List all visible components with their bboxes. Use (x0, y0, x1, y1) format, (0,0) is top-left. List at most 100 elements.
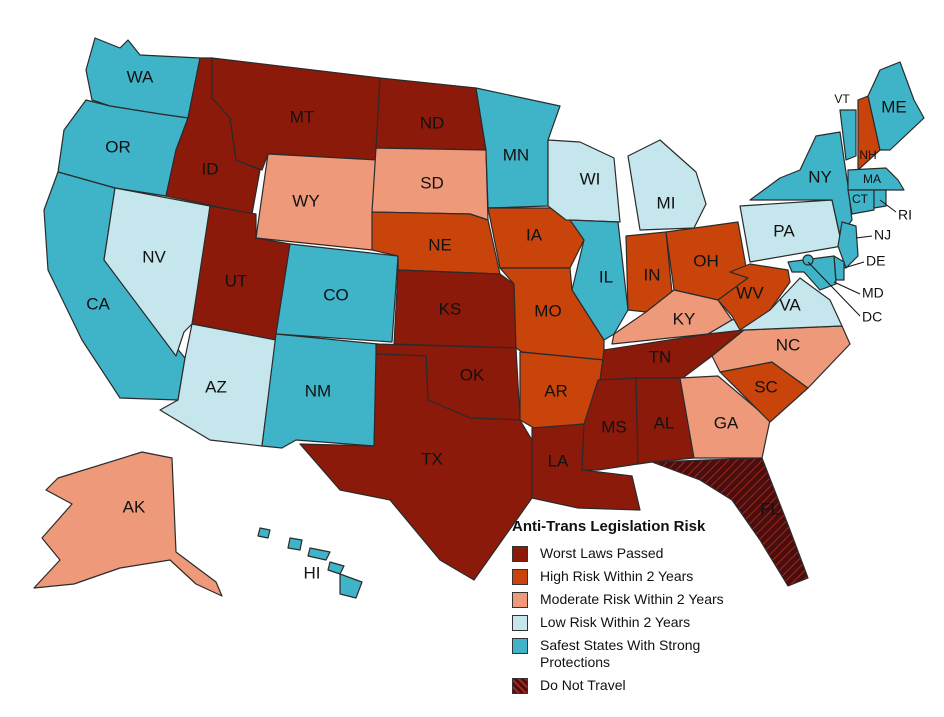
label-CA: CA (86, 294, 110, 313)
state-IL[interactable] (569, 219, 629, 341)
label-ID: ID (202, 159, 219, 178)
state-WI[interactable] (547, 139, 621, 223)
legend-item-high: High Risk Within 2 Years (512, 568, 772, 585)
label-NM: NM (305, 381, 331, 400)
label-OR: OR (105, 137, 131, 156)
label-UT: UT (225, 271, 248, 290)
state-VT[interactable] (839, 109, 857, 161)
label-KY: KY (673, 309, 696, 328)
label-MN: MN (503, 145, 529, 164)
label-RI: RI (898, 207, 912, 223)
label-ME: ME (881, 97, 907, 116)
label-WV: WV (736, 283, 764, 302)
label-WI: WI (580, 169, 601, 188)
state-labels: WA OR CA NV ID MT WY UT AZ CO NM ND SD N… (86, 67, 912, 582)
state-NJ[interactable] (837, 221, 859, 269)
label-FL: FL (760, 499, 780, 518)
label-MT: MT (290, 107, 315, 126)
state-TX[interactable] (299, 353, 533, 581)
state-ME[interactable] (867, 61, 925, 151)
state-CT[interactable] (847, 189, 875, 215)
legend-item-donot: Do Not Travel (512, 677, 772, 694)
legend-label: Worst Laws Passed (540, 545, 664, 561)
state-MI[interactable] (627, 139, 707, 231)
label-AK: AK (123, 497, 146, 516)
label-CT: CT (852, 192, 869, 206)
legend-swatch-moderate (512, 592, 528, 608)
legend-item-moderate: Moderate Risk Within 2 Years (512, 591, 772, 608)
state-MD[interactable] (787, 255, 837, 291)
label-IL: IL (599, 267, 613, 286)
label-IA: IA (526, 225, 543, 244)
legend-swatch-worst (512, 546, 528, 562)
label-NE: NE (428, 235, 452, 254)
label-VT: VT (834, 92, 850, 106)
label-MD: MD (862, 285, 884, 301)
label-leaders (807, 199, 897, 317)
legend-label: Moderate Risk Within 2 Years (540, 591, 724, 607)
legend-item-worst: Worst Laws Passed (512, 545, 772, 562)
label-SD: SD (420, 173, 444, 192)
state-FL[interactable] (651, 457, 809, 587)
label-AL: AL (654, 413, 675, 432)
label-TX: TX (421, 449, 443, 468)
label-OH: OH (693, 251, 719, 270)
legend-item-low: Low Risk Within 2 Years (512, 614, 772, 631)
legend-swatch-high (512, 569, 528, 585)
state-NY[interactable] (749, 131, 853, 237)
label-KS: KS (439, 299, 462, 318)
label-GA: GA (714, 413, 739, 432)
label-DE: DE (866, 253, 885, 269)
label-NH: NH (859, 148, 876, 162)
leader-NJ (855, 235, 873, 239)
label-ND: ND (420, 113, 445, 132)
legend-label: High Risk Within 2 Years (540, 568, 694, 584)
label-PA: PA (773, 221, 795, 240)
label-AR: AR (544, 381, 568, 400)
state-KY[interactable] (611, 289, 733, 345)
state-AK[interactable] (33, 451, 223, 597)
label-NC: NC (776, 335, 801, 354)
legend-swatch-low (512, 615, 528, 631)
label-WA: WA (127, 67, 154, 86)
label-IN: IN (644, 265, 661, 284)
label-WY: WY (292, 191, 319, 210)
label-HI: HI (304, 563, 321, 582)
leader-RI (879, 199, 897, 213)
label-AZ: AZ (205, 377, 227, 396)
label-OK: OK (460, 365, 485, 384)
legend: Anti-Trans Legislation Risk Worst Laws P… (512, 518, 772, 700)
leader-DC (807, 261, 861, 317)
label-VA: VA (779, 295, 801, 314)
label-NV: NV (142, 247, 166, 266)
state-WV[interactable] (717, 263, 791, 331)
legend-swatch-safe (512, 638, 528, 654)
label-MS: MS (601, 417, 627, 436)
legend-label: Low Risk Within 2 Years (540, 614, 691, 630)
legend-title: Anti-Trans Legislation Risk (512, 518, 706, 535)
label-SC: SC (754, 377, 778, 396)
legend-item-safe: Safest States With Strong Protections (512, 637, 772, 671)
state-GA[interactable] (679, 375, 771, 459)
state-DC[interactable] (802, 254, 814, 266)
label-MI: MI (657, 193, 676, 212)
leader-MD (833, 281, 861, 295)
state-CO[interactable] (275, 243, 399, 343)
legend-label: Do Not Travel (540, 677, 626, 693)
label-NY: NY (808, 167, 832, 186)
label-LA: LA (548, 451, 569, 470)
label-TN: TN (649, 347, 672, 366)
label-MO: MO (534, 301, 561, 320)
state-AL[interactable] (635, 377, 695, 465)
label-NJ: NJ (874, 227, 891, 243)
label-CO: CO (323, 285, 349, 304)
legend-swatch-donot (512, 678, 528, 694)
state-HI[interactable] (257, 527, 363, 599)
leader-DE (843, 261, 865, 269)
legend-label: Safest States With Strong Protections (540, 637, 701, 670)
state-RI[interactable] (873, 189, 887, 209)
label-DC: DC (862, 309, 882, 325)
label-MA: MA (863, 172, 881, 186)
